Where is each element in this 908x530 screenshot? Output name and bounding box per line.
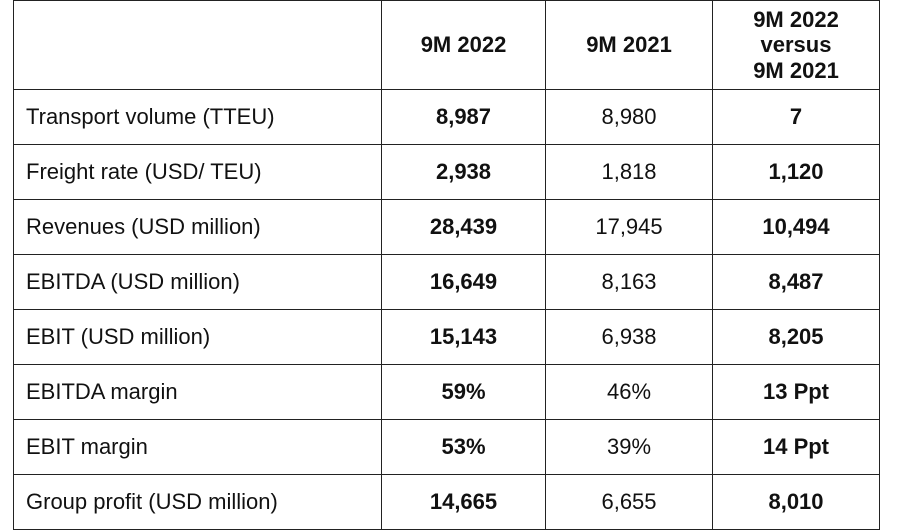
- row-label: Revenues (USD million): [13, 199, 382, 255]
- table-row: EBIT (USD million) 15,143 6,938 8,205: [13, 309, 880, 365]
- table-row: Group profit (USD million) 14,665 6,655 …: [13, 474, 880, 530]
- financial-results-table: 9M 2022 9M 2021 9M 2022 versus 9M 2021 T…: [13, 0, 880, 530]
- header-comparison: 9M 2022 versus 9M 2021: [712, 0, 880, 90]
- value-9m-2021: 8,980: [545, 89, 713, 145]
- value-9m-2022: 14,665: [381, 474, 546, 530]
- table-row: EBIT margin 53% 39% 14 Ppt: [13, 419, 880, 475]
- value-difference: 8,487: [712, 254, 880, 310]
- value-9m-2021: 6,655: [545, 474, 713, 530]
- value-difference: 7: [712, 89, 880, 145]
- header-comparison-line-1: 9M 2022: [753, 7, 839, 33]
- value-9m-2022: 59%: [381, 364, 546, 420]
- row-label: Freight rate (USD/ TEU): [13, 144, 382, 200]
- row-label: EBIT margin: [13, 419, 382, 475]
- table-row: Revenues (USD million) 28,439 17,945 10,…: [13, 199, 880, 255]
- header-9m-2021: 9M 2021: [545, 0, 713, 90]
- value-difference: 1,120: [712, 144, 880, 200]
- header-9m-2022: 9M 2022: [381, 0, 546, 90]
- value-9m-2022: 28,439: [381, 199, 546, 255]
- value-difference: 8,205: [712, 309, 880, 365]
- row-label: EBITDA margin: [13, 364, 382, 420]
- value-9m-2022: 2,938: [381, 144, 546, 200]
- table-header-row: 9M 2022 9M 2021 9M 2022 versus 9M 2021: [13, 0, 880, 90]
- table-row: EBITDA (USD million) 16,649 8,163 8,487: [13, 254, 880, 310]
- value-9m-2022: 15,143: [381, 309, 546, 365]
- financial-results-table-container: 9M 2022 9M 2021 9M 2022 versus 9M 2021 T…: [13, 0, 880, 530]
- row-label: EBIT (USD million): [13, 309, 382, 365]
- row-label: Group profit (USD million): [13, 474, 382, 530]
- value-9m-2022: 16,649: [381, 254, 546, 310]
- value-difference: 14 Ppt: [712, 419, 880, 475]
- table-row: EBITDA margin 59% 46% 13 Ppt: [13, 364, 880, 420]
- row-label: EBITDA (USD million): [13, 254, 382, 310]
- value-9m-2021: 39%: [545, 419, 713, 475]
- value-9m-2022: 8,987: [381, 89, 546, 145]
- value-9m-2022: 53%: [381, 419, 546, 475]
- value-9m-2021: 46%: [545, 364, 713, 420]
- value-9m-2021: 1,818: [545, 144, 713, 200]
- value-9m-2021: 6,938: [545, 309, 713, 365]
- header-empty-cell: [13, 0, 382, 90]
- value-difference: 8,010: [712, 474, 880, 530]
- value-9m-2021: 8,163: [545, 254, 713, 310]
- value-9m-2021: 17,945: [545, 199, 713, 255]
- row-label: Transport volume (TTEU): [13, 89, 382, 145]
- value-difference: 13 Ppt: [712, 364, 880, 420]
- table-row: Freight rate (USD/ TEU) 2,938 1,818 1,12…: [13, 144, 880, 200]
- header-comparison-line-2: versus: [760, 32, 832, 58]
- header-comparison-line-3: 9M 2021: [753, 57, 839, 83]
- table-row: Transport volume (TTEU) 8,987 8,980 7: [13, 89, 880, 145]
- value-difference: 10,494: [712, 199, 880, 255]
